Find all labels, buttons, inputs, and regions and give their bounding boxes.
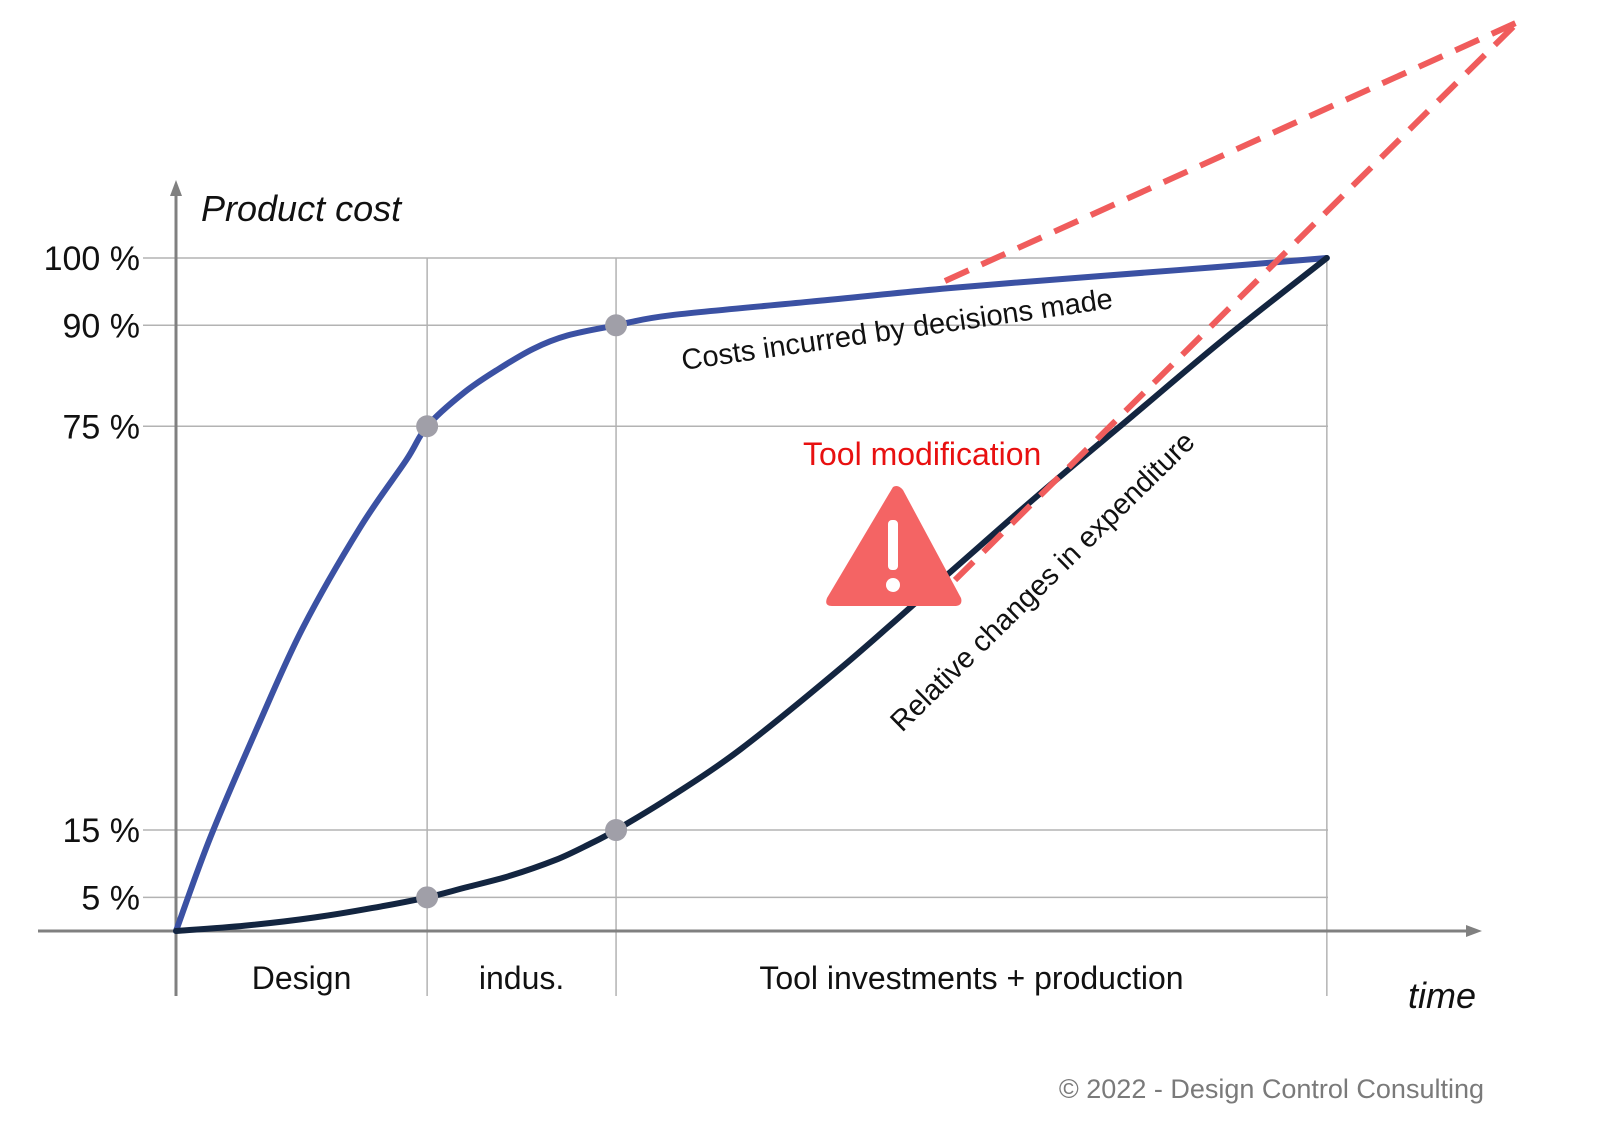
data-point-marker-1 [416,415,439,438]
x-axis-title: time [1408,975,1476,1016]
phase-label-3: Tool investments + production [759,960,1183,996]
curves-layer [173,255,1330,934]
grid-layer [143,257,1328,996]
y-tick-label-5: 5 % [81,879,140,917]
y-tick-label-15: 15 % [63,812,141,850]
phase-label-1: Design [252,960,352,996]
y-tick-label-100: 100 % [44,240,140,278]
data-point-marker-3 [416,886,439,909]
phase-labels: Design indus. Tool investments + productio… [252,960,1184,996]
dashed-line-lower [952,19,1521,583]
phase-label-2: indus. [479,960,564,996]
warning-icon [826,486,962,606]
series-line-relative-changes [173,255,1330,934]
y-tick-labels: 100 % 90 % 75 % 15 % 5 % [44,240,140,917]
tool-modification-dashed-lines [943,19,1521,583]
y-tick-label-75: 75 % [63,408,141,446]
copyright-text: © 2022 - Design Control Consulting [1059,1074,1484,1104]
dashed-line-upper [943,19,1520,284]
y-axis-title: Product cost [201,188,403,229]
series-label-costs-incurred: Costs incurred by decisions made [679,283,1114,377]
series-line-costs-incurred [173,255,1330,934]
data-point-marker-4 [605,819,628,842]
axes-layer [38,180,1482,996]
y-tick-label-90: 90 % [63,307,141,345]
data-point-marker-2 [605,314,628,337]
markers-layer [416,314,628,909]
y-axis-arrowhead [170,180,182,196]
warning-exclamation-dot [886,578,900,592]
tool-modification-label: Tool modification [803,436,1041,472]
warning-exclamation-bar [888,520,898,570]
x-axis-arrowhead [1466,925,1482,937]
